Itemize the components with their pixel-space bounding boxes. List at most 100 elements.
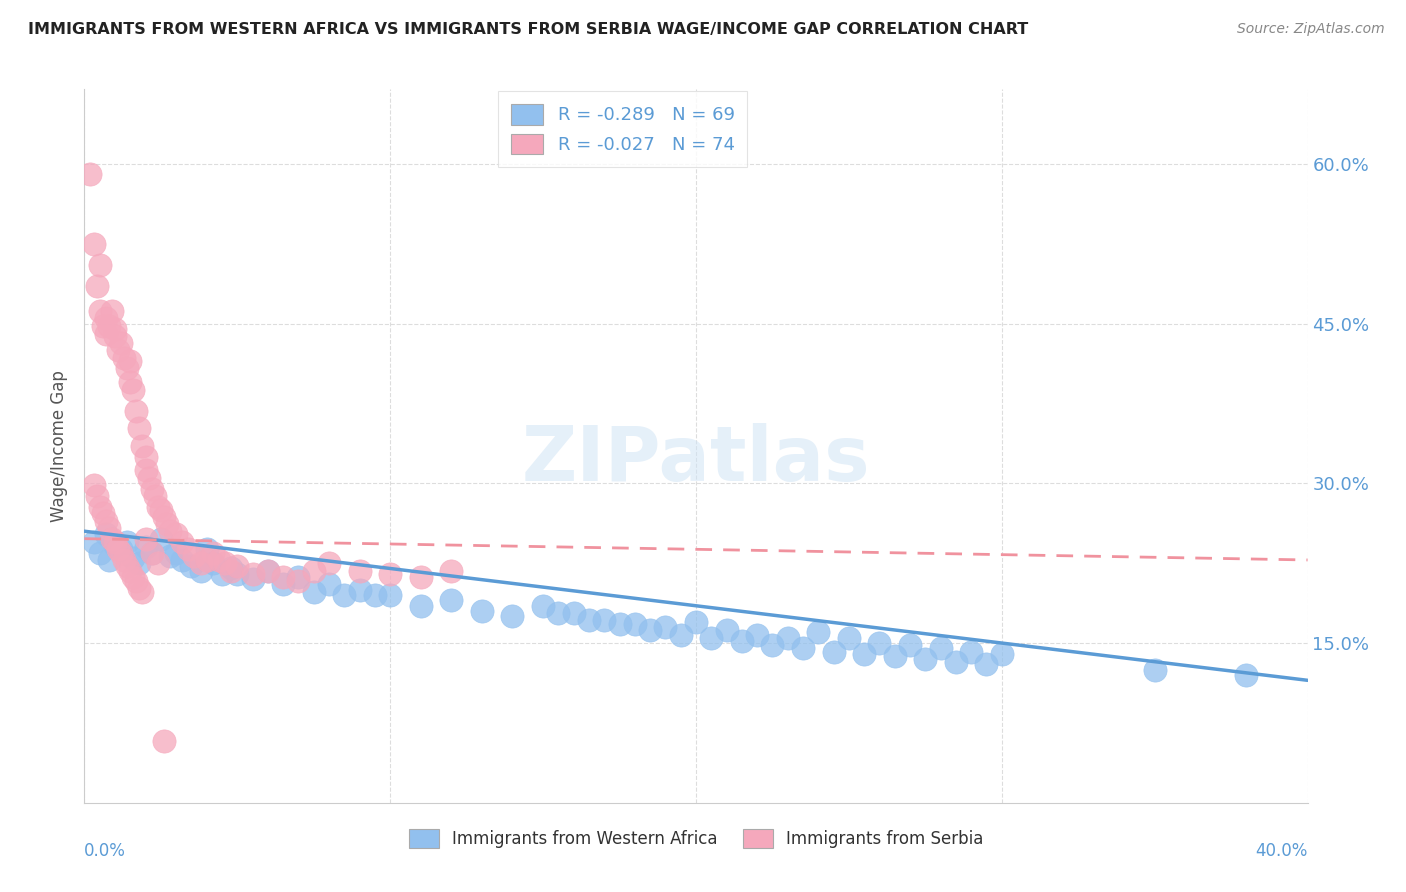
Point bbox=[79, 168, 101, 182]
Point bbox=[214, 556, 236, 570]
Point bbox=[110, 335, 132, 350]
Point bbox=[349, 582, 371, 597]
Point bbox=[471, 604, 494, 618]
Point bbox=[547, 606, 569, 620]
Point bbox=[83, 534, 105, 549]
Point bbox=[104, 534, 127, 549]
Point bbox=[716, 624, 738, 638]
Point bbox=[143, 489, 166, 503]
Point bbox=[172, 553, 194, 567]
Point bbox=[654, 620, 676, 634]
Point bbox=[364, 588, 387, 602]
Point bbox=[125, 404, 148, 418]
Point bbox=[115, 361, 138, 376]
Point bbox=[153, 510, 176, 524]
Point bbox=[94, 311, 117, 326]
Point bbox=[122, 383, 145, 397]
Point bbox=[149, 532, 172, 546]
Point bbox=[914, 652, 936, 666]
Point bbox=[287, 574, 309, 589]
Point bbox=[112, 553, 135, 567]
Point bbox=[89, 545, 111, 559]
Y-axis label: Wage/Income Gap: Wage/Income Gap bbox=[51, 370, 69, 522]
Point bbox=[110, 545, 132, 559]
Point bbox=[153, 734, 176, 748]
Point bbox=[502, 609, 524, 624]
Point bbox=[89, 500, 111, 514]
Point bbox=[131, 585, 153, 599]
Point bbox=[104, 329, 127, 343]
Point bbox=[562, 606, 585, 620]
Point bbox=[731, 634, 754, 648]
Point bbox=[89, 303, 111, 318]
Point bbox=[101, 303, 124, 318]
Point bbox=[107, 542, 129, 557]
Point bbox=[201, 556, 224, 570]
Point bbox=[208, 553, 231, 567]
Point bbox=[94, 527, 117, 541]
Point bbox=[945, 655, 967, 669]
Point bbox=[792, 641, 814, 656]
Point bbox=[104, 538, 127, 552]
Point bbox=[195, 553, 218, 567]
Point bbox=[976, 657, 998, 672]
Point bbox=[97, 553, 120, 567]
Point bbox=[287, 570, 309, 584]
Point bbox=[86, 489, 108, 503]
Point bbox=[138, 471, 160, 485]
Point bbox=[122, 550, 145, 565]
Point bbox=[638, 624, 661, 638]
Point bbox=[700, 631, 723, 645]
Point bbox=[107, 343, 129, 358]
Point bbox=[349, 564, 371, 578]
Point bbox=[91, 506, 114, 520]
Point bbox=[776, 631, 799, 645]
Point bbox=[128, 421, 150, 435]
Point bbox=[991, 647, 1014, 661]
Point bbox=[409, 599, 432, 613]
Point bbox=[869, 636, 891, 650]
Point bbox=[159, 549, 181, 563]
Point bbox=[271, 577, 294, 591]
Point bbox=[128, 581, 150, 595]
Point bbox=[172, 534, 194, 549]
Point bbox=[141, 545, 163, 559]
Point bbox=[242, 572, 264, 586]
Point bbox=[226, 559, 249, 574]
Point bbox=[83, 236, 105, 251]
Point bbox=[440, 564, 463, 578]
Point bbox=[440, 593, 463, 607]
Point bbox=[883, 648, 905, 663]
Point bbox=[97, 521, 120, 535]
Point bbox=[146, 556, 169, 570]
Point bbox=[183, 549, 205, 563]
Point bbox=[112, 351, 135, 365]
Point bbox=[180, 559, 202, 574]
Point bbox=[761, 638, 783, 652]
Point bbox=[146, 500, 169, 514]
Point bbox=[149, 503, 172, 517]
Text: IMMIGRANTS FROM WESTERN AFRICA VS IMMIGRANTS FROM SERBIA WAGE/INCOME GAP CORRELA: IMMIGRANTS FROM WESTERN AFRICA VS IMMIGR… bbox=[28, 22, 1028, 37]
Point bbox=[1236, 668, 1258, 682]
Point bbox=[853, 647, 876, 661]
Point bbox=[165, 545, 187, 559]
Point bbox=[219, 564, 242, 578]
Point bbox=[190, 564, 212, 578]
Point bbox=[531, 599, 554, 613]
Point bbox=[409, 570, 432, 584]
Point bbox=[156, 516, 179, 531]
Point bbox=[159, 524, 181, 539]
Point bbox=[242, 566, 264, 581]
Legend: Immigrants from Western Africa, Immigrants from Serbia: Immigrants from Western Africa, Immigran… bbox=[402, 822, 990, 855]
Point bbox=[1143, 663, 1166, 677]
Point bbox=[669, 627, 692, 641]
Point bbox=[201, 545, 224, 559]
Point bbox=[219, 561, 242, 575]
Point bbox=[177, 542, 200, 557]
Point bbox=[960, 644, 983, 658]
Point bbox=[135, 532, 157, 546]
Point bbox=[593, 613, 616, 627]
Point bbox=[807, 625, 830, 640]
Point bbox=[141, 545, 163, 559]
Point bbox=[578, 613, 600, 627]
